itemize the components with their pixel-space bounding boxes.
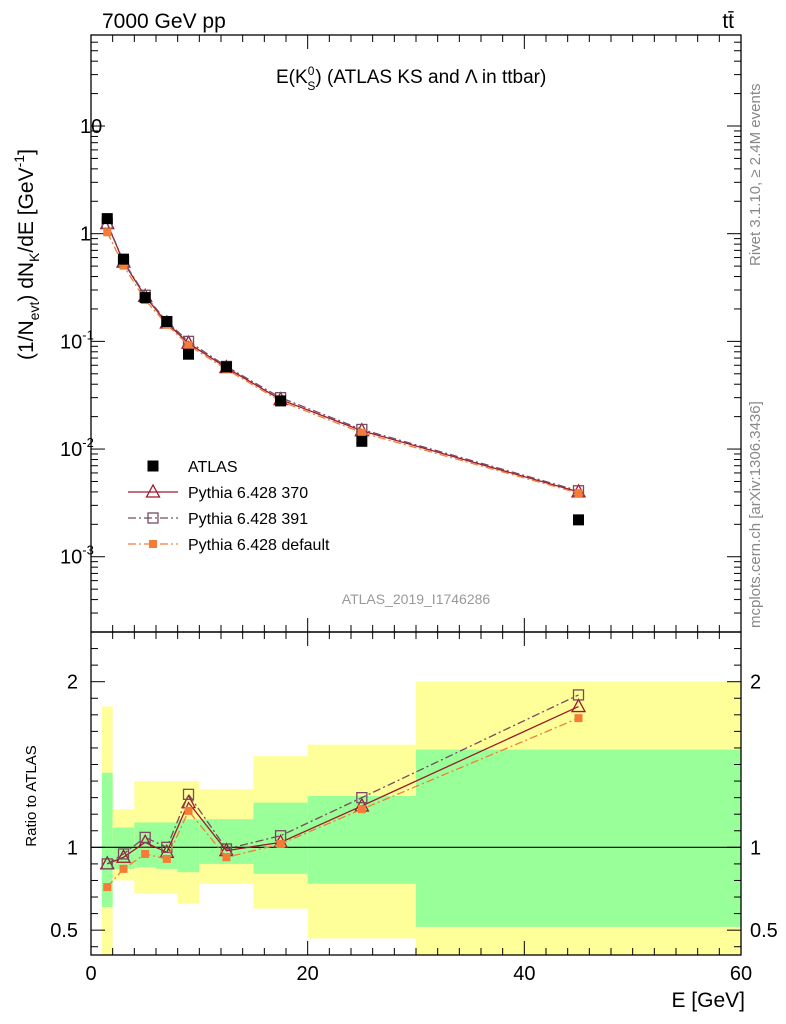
main-series-group [99,213,587,526]
legend-label: ATLAS [188,459,238,476]
ratio-data-point [184,806,193,815]
main-data-point [220,361,232,373]
main-ytick-label: 10-3 [60,543,94,569]
main-series-pythia-6-428-391 [101,217,585,497]
main-series-line [106,232,579,494]
main-data-point [118,253,129,265]
ratio-uncertainty-bands [91,681,741,955]
ratio-xtick-label: 0 [85,963,96,985]
analysis-watermark: ATLAS_2019_I1746286 [342,591,491,607]
ratio-series-group [99,689,587,892]
ratio-xtick-label: 40 [513,963,535,985]
ratio-frame [90,631,742,956]
legend-label: Pythia 6.428 370 [188,485,308,502]
ratio-ytick-label-left: 2 [67,672,78,694]
main-data-point [103,228,112,237]
ratio-ytick-label-right: 2 [750,672,761,694]
ratio-data-point [139,831,151,844]
ratio-band-green [416,749,741,927]
ratio-data-point [570,698,587,713]
legend-label: Pythia 6.428 default [188,537,330,554]
ratio-xlabel: E [GeV] [671,989,745,1012]
ratio-band-green [253,802,308,874]
ratio-xtick-label: 20 [297,963,319,985]
process-label: tt̄ [722,10,734,33]
ratio-series-line [107,705,579,865]
ratio-data-point [182,788,195,800]
main-data-point [119,261,128,270]
ratio-axis-ticks: 0.5 0.51 12 20 20 40 60 [50,632,778,985]
main-series-pythia-6-428-370 [99,215,587,498]
ratio-ylabel: Ratio to ATLAS [23,745,40,846]
ratio-series-pythia-6-428-391 [101,689,585,870]
ratio-data-point [222,853,231,862]
ratio-band-green [101,772,113,907]
ratio-data-point [141,849,150,858]
ratio-data-point [276,840,285,849]
main-data-point [574,489,583,498]
legend: ATLAS Pythia 6.428 370 Pythia 6.428 391 Pyt… [128,459,330,554]
legend-label: Pythia 6.428 391 [188,511,308,528]
main-data-point [139,292,151,304]
legend-marker [145,483,161,498]
ratio-xtick-label: 60 [730,963,752,985]
ratio-band-green [134,822,156,868]
ratio-data-point [356,791,368,804]
ratio-data-point [101,858,113,870]
main-data-point [357,428,366,437]
ratio-ytick-label-left: 0.5 [50,920,78,942]
main-data-point [183,348,194,360]
ratio-series-line [106,694,579,865]
main-data-point [184,341,193,350]
main-title: E(K0 S) (ATLAS KS and Λ in ttbar) [276,64,546,93]
ratio-series-line [106,717,579,888]
main-data-point [161,315,173,327]
ratio-data-point [572,689,585,701]
ratio-data-point [357,805,366,814]
ratio-ytick-label-left: 1 [67,837,78,859]
main-data-point [275,395,287,407]
ratio-ytick-label-right: 1 [750,837,761,859]
ratio-data-point [574,714,583,723]
ratio-panel: 0.5 0.51 12 20 20 40 60 Ratio to ATLAS E [GeV] [23,631,778,1012]
ratio-band-green [177,819,200,873]
main-ytick-label: 1 [80,224,91,246]
ratio-data-point [119,864,128,873]
ratio-data-point [137,833,153,849]
main-series-pythia-6-428-default [103,228,583,498]
ratio-ytick-label-right: 0.5 [750,920,778,942]
main-ylabel: (1/Nevt) dNK/dE [GeV-1] [11,149,42,360]
ratio-data-point [117,848,130,860]
main-data-point [356,435,368,447]
main-ytick-label: 10-2 [60,435,94,461]
main-data-point [101,213,113,225]
ratio-series-pythia-6-428-default [103,714,583,892]
legend-marker [147,512,159,524]
ratio-data-point [115,848,132,863]
main-series-line [106,223,579,493]
rivet-version-label: Rivet 3.1.10, ≥ 2.4M events [747,84,764,267]
main-series-atlas [101,213,584,526]
ratio-data-point [103,883,112,892]
main-ytick-label: 10-1 [60,327,94,353]
main-series-line [106,222,579,492]
legend-marker [149,540,157,548]
ratio-data-point [162,854,171,863]
legend-marker [147,460,159,472]
mcplots-label: mcplots.cern.ch [arXiv:1306.3436] [747,401,764,628]
main-data-point [573,514,584,526]
collision-label: 7000 GeV pp [102,10,226,33]
ratio-series-pythia-6-428-370 [99,698,587,870]
